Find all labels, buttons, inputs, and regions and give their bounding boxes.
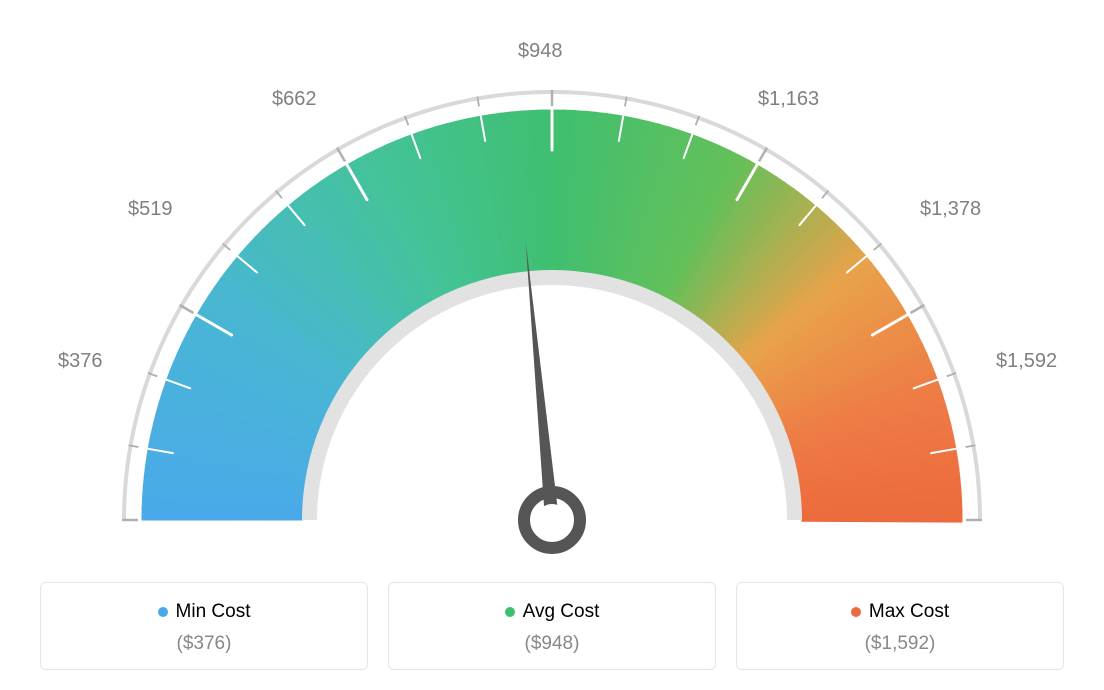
gauge: $376 $519 $662 $948 $1,163 $1,378 $1,592	[0, 20, 1104, 580]
gauge-tick-label: $1,378	[920, 198, 981, 221]
gauge-tick-label: $1,592	[996, 350, 1057, 373]
legend-title-min: Min Cost	[158, 601, 251, 623]
gauge-tick-label: $519	[128, 198, 173, 221]
cost-gauge-container: $376 $519 $662 $948 $1,163 $1,378 $1,592 Min C…	[0, 0, 1104, 690]
legend-dot-max	[851, 607, 861, 617]
legend-label-avg: Avg Cost	[523, 601, 600, 623]
legend-card-max: Max Cost ($1,592)	[736, 582, 1064, 670]
gauge-tick-label: $376	[58, 350, 103, 373]
legend-label-min: Min Cost	[176, 601, 251, 623]
legend-value-min: ($376)	[51, 633, 357, 655]
legend-label-max: Max Cost	[869, 601, 949, 623]
gauge-tick-label: $948	[518, 40, 563, 63]
legend-dot-avg	[505, 607, 515, 617]
gauge-tick-label: $662	[272, 88, 317, 111]
legend-card-min: Min Cost ($376)	[40, 582, 368, 670]
gauge-svg	[0, 20, 1104, 580]
legend-title-avg: Avg Cost	[505, 601, 600, 623]
legend-row: Min Cost ($376) Avg Cost ($948) Max Cost…	[40, 582, 1064, 670]
legend-card-avg: Avg Cost ($948)	[388, 582, 716, 670]
legend-value-max: ($1,592)	[747, 633, 1053, 655]
legend-dot-min	[158, 607, 168, 617]
legend-title-max: Max Cost	[851, 601, 949, 623]
legend-value-avg: ($948)	[399, 633, 705, 655]
gauge-tick-label: $1,163	[758, 88, 819, 111]
